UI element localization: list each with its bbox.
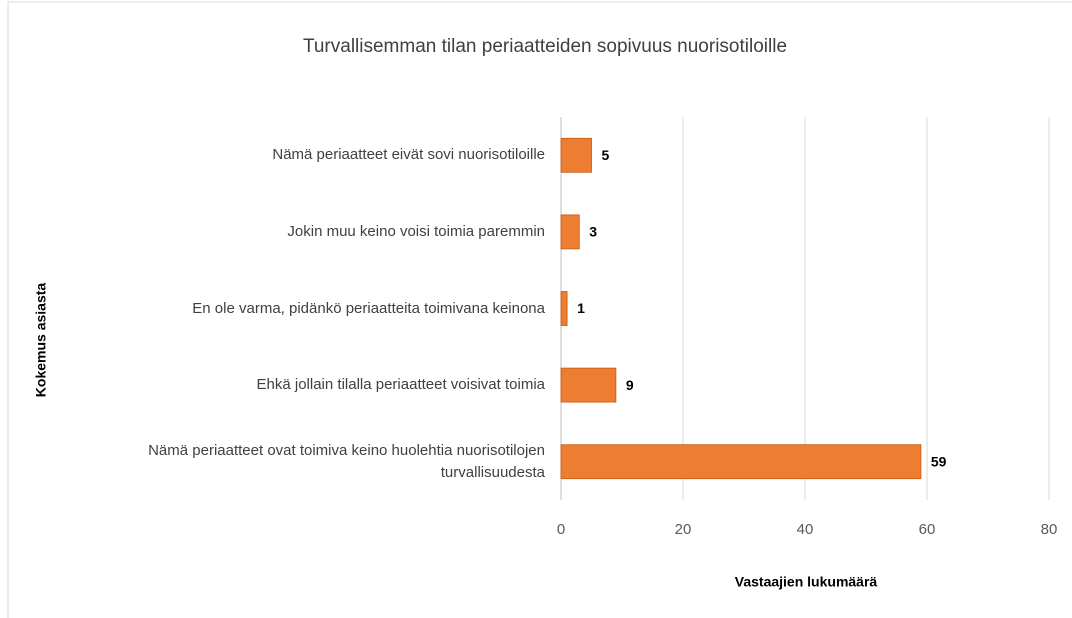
x-tick-label: 20 (675, 521, 692, 538)
x-axis-title: Vastaajien lukumäärä (735, 574, 878, 590)
data-label: 1 (577, 300, 585, 316)
y-tick-label: En ole varma, pidänkö periaatteita toimi… (192, 299, 545, 317)
data-label: 5 (602, 147, 610, 163)
bar (560, 291, 568, 326)
y-tick-label: Nämä periaatteet ovat toimiva keino huol… (148, 441, 545, 481)
data-label: 3 (589, 224, 597, 240)
y-tick-label: Nämä periaatteet eivät sovi nuorisotiloi… (272, 146, 545, 164)
bar (560, 367, 617, 403)
chart-title: Turvallisemman tilan periaatteiden sopiv… (303, 36, 787, 57)
data-label: 59 (931, 453, 947, 469)
x-tick-label: 0 (557, 521, 565, 538)
x-tick-label: 40 (797, 521, 814, 538)
x-tick-label: 80 (1041, 521, 1058, 538)
bar (560, 214, 580, 250)
y-tick-label: Ehkä jollain tilalla periaatteet voisiva… (256, 376, 545, 394)
bar (560, 137, 592, 173)
y-axis-title: Kokemus asiasta (33, 283, 49, 398)
x-tick-label: 60 (919, 521, 936, 538)
bar (560, 444, 922, 480)
y-tick-label: Jokin muu keino voisi toimia paremmin (287, 222, 545, 240)
data-label: 9 (626, 377, 634, 393)
chart-border (7, 1, 1072, 618)
